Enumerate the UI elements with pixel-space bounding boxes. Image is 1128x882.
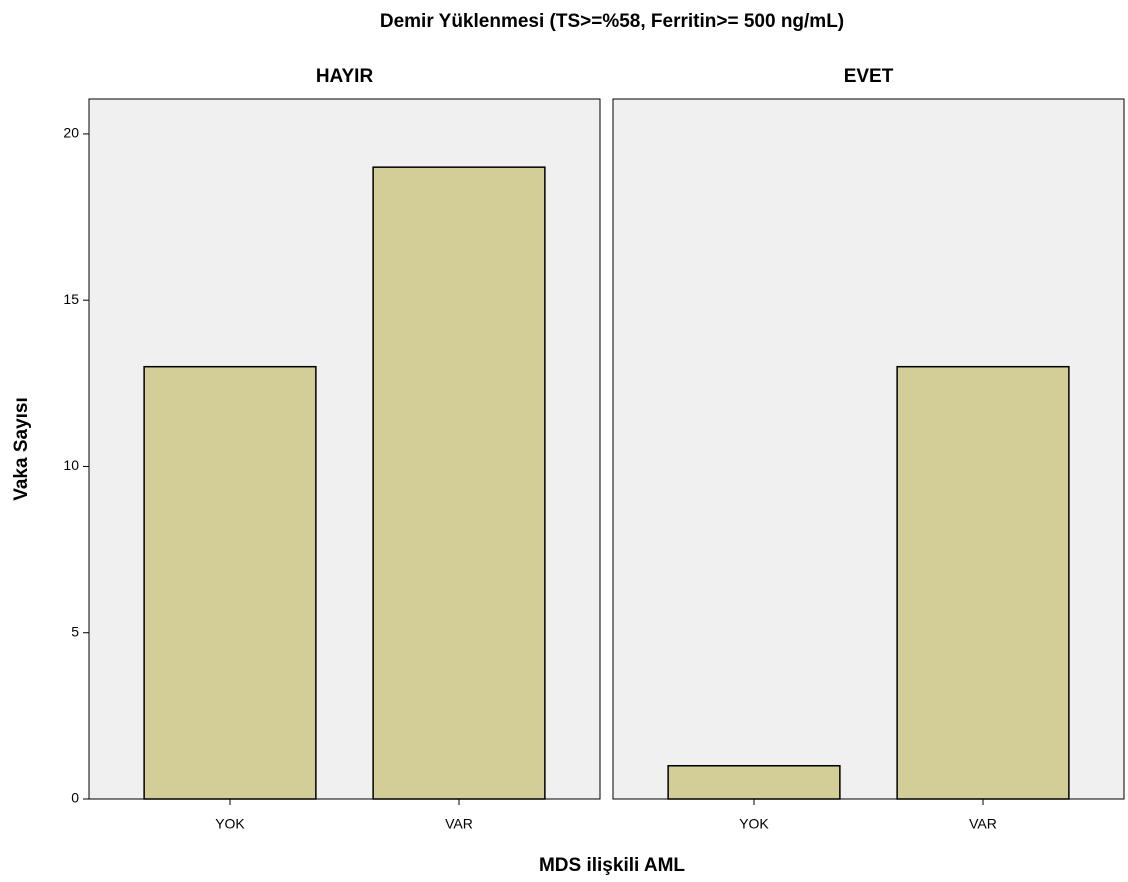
y-tick-label: 5 (71, 623, 79, 639)
panel-title: EVET (844, 66, 894, 87)
panel-title: HAYIR (316, 66, 374, 87)
y-tick-label: 0 (71, 790, 79, 806)
y-tick-label: 15 (63, 291, 79, 307)
bar (896, 365, 1070, 800)
x-tick-label: YOK (739, 816, 769, 832)
x-axis-label: MDS ilişkili AML (539, 855, 685, 876)
y-tick-label: 20 (63, 125, 79, 141)
x-tick-label: YOK (215, 816, 245, 832)
bar (143, 365, 317, 800)
x-tick-label: VAR (445, 816, 473, 832)
chart-title: Demir Yüklenmesi (TS>=%58, Ferritin>= 50… (380, 11, 844, 32)
x-tick-label: VAR (969, 816, 997, 832)
bar (667, 764, 841, 800)
y-tick-label: 10 (63, 457, 79, 473)
bar (372, 166, 546, 800)
y-axis-label: Vaka Sayısı (11, 397, 32, 501)
